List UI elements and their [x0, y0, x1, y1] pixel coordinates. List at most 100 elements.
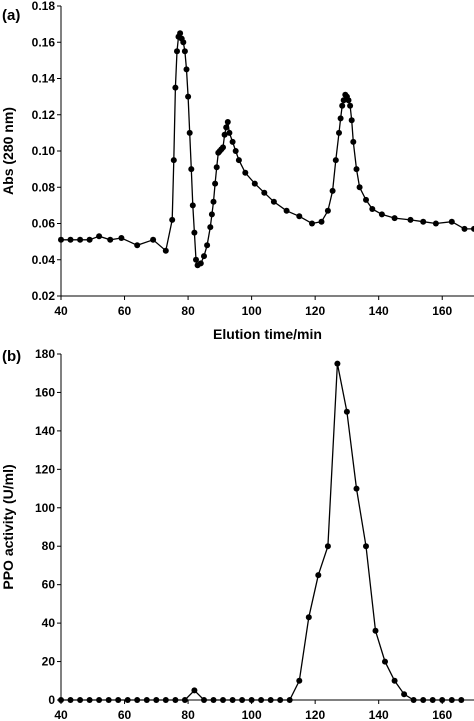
data-point — [118, 235, 125, 241]
data-point — [223, 124, 230, 131]
panel-label: (b) — [2, 348, 21, 365]
series-line — [61, 363, 462, 701]
data-point — [183, 66, 190, 73]
x-tick-label: 120 — [305, 304, 325, 318]
y-tick-label: 0.04 — [32, 253, 56, 267]
y-axis-title: Abs (280 nm) — [0, 107, 16, 195]
data-point — [207, 224, 214, 231]
data-point — [150, 236, 157, 243]
data-point — [286, 697, 293, 703]
data-point — [181, 48, 188, 55]
data-point — [382, 658, 388, 665]
data-point — [318, 218, 325, 225]
x-tick-label: 60 — [118, 304, 132, 318]
y-tick-label: 140 — [35, 424, 55, 438]
data-point — [429, 697, 436, 703]
data-point — [309, 220, 315, 227]
data-point — [224, 119, 231, 125]
data-point — [220, 697, 226, 703]
data-point — [296, 677, 303, 684]
x-tick-label: 80 — [181, 708, 195, 721]
data-point — [369, 206, 376, 212]
data-point — [363, 196, 369, 203]
data-point — [185, 93, 192, 100]
data-point — [67, 236, 74, 243]
data-point — [407, 216, 414, 223]
data-point — [372, 627, 379, 634]
data-point — [251, 180, 258, 187]
data-point — [220, 144, 226, 151]
data-point — [210, 697, 217, 703]
data-point — [410, 697, 417, 703]
data-point — [353, 485, 360, 492]
data-point — [174, 48, 180, 55]
data-point — [67, 697, 74, 703]
data-point — [213, 164, 220, 171]
data-point — [210, 198, 217, 205]
y-tick-label: 0.16 — [32, 35, 56, 49]
data-point — [58, 697, 64, 703]
data-point — [197, 260, 204, 267]
y-tick-label: 0.14 — [32, 72, 56, 86]
data-point — [208, 211, 215, 218]
data-point — [96, 233, 103, 240]
data-point — [107, 236, 114, 243]
y-tick-label: 120 — [35, 462, 55, 476]
data-point — [77, 697, 84, 703]
panel-a-chart: (a) 0.02 0.04 0.06 0.08 0.10 0.12 0.14 0.16 0.18 4… — [0, 0, 474, 342]
data-point — [401, 691, 408, 698]
data-point — [432, 220, 439, 227]
data-point — [270, 198, 277, 205]
data-point — [86, 697, 93, 703]
data-point — [134, 697, 141, 703]
data-point — [315, 572, 322, 579]
x-tick-label: 40 — [54, 708, 68, 721]
x-tick-label: 40 — [54, 304, 68, 318]
y-tick-label: 0.12 — [32, 108, 56, 122]
data-point — [188, 166, 195, 173]
data-point — [324, 543, 331, 550]
data-point — [353, 166, 360, 173]
x-tick-label: 60 — [118, 708, 132, 721]
data-point — [180, 39, 187, 46]
data-point — [461, 225, 468, 232]
data-point — [229, 697, 236, 703]
y-tick-label: 80 — [42, 539, 56, 553]
data-point — [221, 131, 228, 138]
data-point — [177, 30, 184, 37]
data-point — [345, 97, 352, 104]
data-point — [348, 117, 355, 124]
y-tick-label: 0.18 — [32, 0, 56, 13]
x-tick-label: 100 — [242, 708, 262, 721]
data-point — [239, 697, 246, 703]
x-tick-label: 160 — [432, 708, 452, 721]
data-point — [115, 697, 122, 703]
data-point — [448, 697, 455, 703]
data-point — [191, 687, 198, 694]
data-point — [391, 677, 398, 684]
y-tick-label: 0.06 — [32, 217, 56, 231]
x-tick-label: 100 — [242, 304, 262, 318]
data-point — [204, 242, 211, 249]
data-point — [77, 236, 84, 243]
data-point — [170, 157, 177, 164]
y-tick-label: 180 — [35, 347, 55, 361]
data-point — [189, 202, 196, 209]
data-point — [458, 697, 465, 703]
data-point — [420, 218, 427, 225]
data-point — [363, 543, 369, 550]
data-point — [337, 115, 344, 122]
data-point — [86, 236, 93, 243]
y-tick-label: 100 — [35, 501, 55, 515]
data-point — [378, 211, 385, 218]
panel-b-chart: (b) 0 20 40 60 80 100 120 140 160 180 40 60 80 100 120 1… — [0, 347, 474, 721]
data-point — [58, 236, 64, 243]
y-tick-label: 60 — [42, 578, 56, 592]
data-point — [439, 697, 446, 703]
data-point — [193, 256, 199, 263]
data-point — [162, 697, 169, 703]
data-point — [339, 102, 346, 109]
data-point — [153, 697, 160, 703]
data-point — [232, 148, 239, 154]
